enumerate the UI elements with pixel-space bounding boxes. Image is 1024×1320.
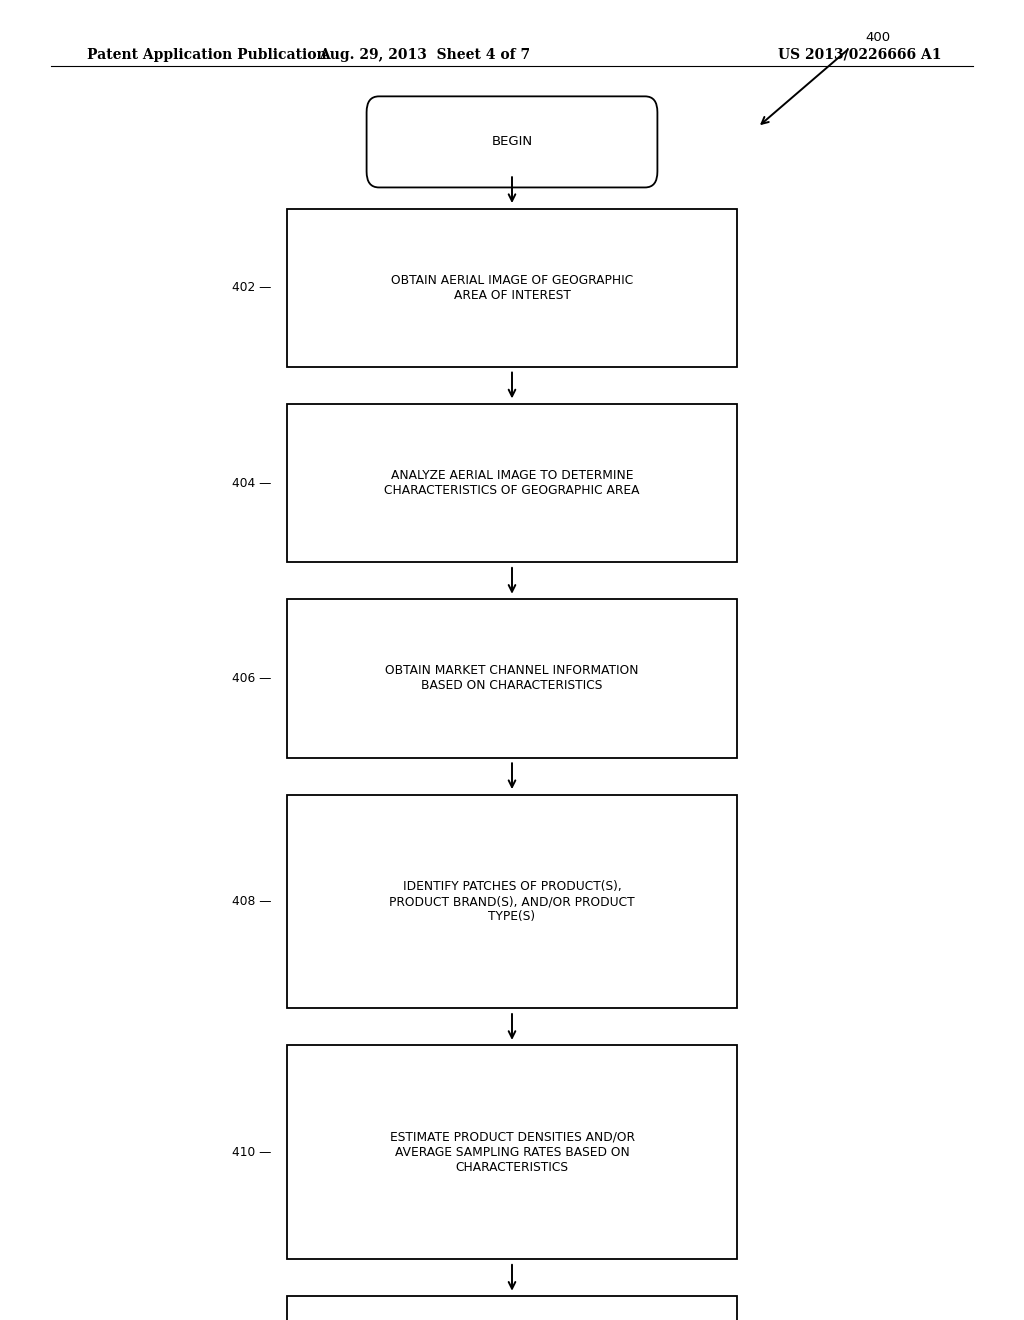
Text: OBTAIN MARKET CHANNEL INFORMATION
BASED ON CHARACTERISTICS: OBTAIN MARKET CHANNEL INFORMATION BASED … [385, 664, 639, 693]
FancyBboxPatch shape [287, 1045, 737, 1259]
Text: IDENTIFY PATCHES OF PRODUCT(S),
PRODUCT BRAND(S), AND/OR PRODUCT
TYPE(S): IDENTIFY PATCHES OF PRODUCT(S), PRODUCT … [389, 880, 635, 923]
Text: ANALYZE AERIAL IMAGE TO DETERMINE
CHARACTERISTICS OF GEOGRAPHIC AREA: ANALYZE AERIAL IMAGE TO DETERMINE CHARAC… [384, 469, 640, 498]
Text: 404 —: 404 — [232, 477, 271, 490]
Text: Patent Application Publication: Patent Application Publication [87, 48, 327, 62]
Text: BEGIN: BEGIN [492, 136, 532, 148]
Text: 406 —: 406 — [232, 672, 271, 685]
Text: 400: 400 [865, 30, 891, 44]
FancyBboxPatch shape [367, 96, 657, 187]
Text: US 2013/0226666 A1: US 2013/0226666 A1 [778, 48, 942, 62]
FancyBboxPatch shape [287, 209, 737, 367]
Text: OBTAIN AERIAL IMAGE OF GEOGRAPHIC
AREA OF INTEREST: OBTAIN AERIAL IMAGE OF GEOGRAPHIC AREA O… [391, 273, 633, 302]
FancyBboxPatch shape [287, 404, 737, 562]
Text: 402 —: 402 — [232, 281, 271, 294]
Text: ESTIMATE PRODUCT DENSITIES AND/OR
AVERAGE SAMPLING RATES BASED ON
CHARACTERISTIC: ESTIMATE PRODUCT DENSITIES AND/OR AVERAG… [389, 1131, 635, 1173]
FancyBboxPatch shape [287, 1296, 737, 1320]
Text: Aug. 29, 2013  Sheet 4 of 7: Aug. 29, 2013 Sheet 4 of 7 [319, 48, 530, 62]
FancyBboxPatch shape [287, 795, 737, 1008]
FancyBboxPatch shape [287, 599, 737, 758]
Text: 408 —: 408 — [231, 895, 271, 908]
Text: 410 —: 410 — [232, 1146, 271, 1159]
